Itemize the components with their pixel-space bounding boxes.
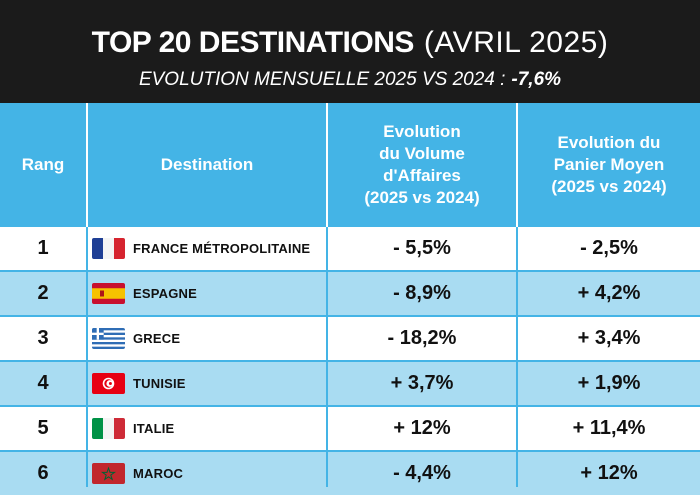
panier-cell: - 2,5% [580, 237, 638, 259]
row-divider [0, 405, 700, 407]
france-flag-icon [92, 238, 125, 259]
title-main: TOP 20 DESTINATIONS [91, 26, 415, 59]
title-banner: TOP 20 DESTINATIONS (AVRIL 2025) EVOLUTIO… [0, 0, 700, 103]
destination-cell: ITALIE [92, 407, 328, 450]
row-divider [0, 360, 700, 362]
column-header-volume: Evolution du Volume d'Affaires (2025 vs … [328, 103, 516, 227]
rank-cell: 2 [37, 282, 49, 304]
column-header-rang-label: Rang [21, 155, 65, 174]
panier-cell: + 12% [580, 462, 638, 484]
destination-name: MAROC [133, 466, 184, 481]
page-title: TOP 20 DESTINATIONS (AVRIL 2025) [0, 26, 700, 60]
volume-cell: - 8,9% [393, 282, 451, 304]
destination-name: FRANCE MÉTROPOLITAINE [133, 241, 311, 256]
volume-cell: + 12% [393, 417, 451, 439]
column-divider [326, 103, 328, 227]
column-divider [326, 227, 328, 487]
column-header-panier: Evolution du Panier Moyen (2025 vs 2024) [518, 103, 700, 227]
title-period: (AVRIL 2025) [423, 26, 609, 59]
destination-name: ITALIE [133, 421, 175, 436]
volume-cell: - 4,4% [393, 462, 451, 484]
column-divider [86, 227, 88, 487]
rank-cell: 3 [37, 327, 49, 349]
volume-cell: - 5,5% [393, 237, 451, 259]
destination-name: GRECE [133, 331, 181, 346]
subtitle: EVOLUTION MENSUELLE 2025 VS 2024 : -7,6% [0, 68, 700, 92]
volume-cell: - 18,2% [387, 327, 457, 349]
greece-flag-icon [92, 328, 125, 349]
table-row: 1 FRANCE MÉTROPOLITAINE - 5,5% - 2,5% [0, 227, 700, 270]
column-header-panier-label: Evolution du Panier Moyen (2025 vs 2024) [551, 133, 667, 196]
subtitle-label: EVOLUTION MENSUELLE 2025 VS 2024 : [138, 69, 506, 90]
column-header-destination-label: Destination [160, 155, 254, 174]
destination-name: TUNISIE [133, 376, 186, 391]
column-divider [516, 227, 518, 487]
panier-cell: + 11,4% [572, 417, 646, 439]
table-row: 3 GRECE - 18,2% + 3,4% [0, 317, 700, 360]
column-header-rang: Rang [0, 103, 86, 227]
destination-name: ESPAGNE [133, 286, 198, 301]
spain-flag-icon [92, 283, 125, 304]
table-row: 6 MAROC - 4,4% + 12% [0, 452, 700, 495]
morocco-flag-icon [92, 463, 125, 484]
destination-cell: GRECE [92, 317, 328, 360]
panier-cell: + 3,4% [577, 327, 641, 349]
volume-cell: + 3,7% [390, 372, 454, 394]
row-divider [0, 315, 700, 317]
destination-cell: FRANCE MÉTROPOLITAINE [92, 227, 328, 270]
table-row: 4 TUNISIE + 3,7% + 1,9% [0, 362, 700, 405]
row-divider [0, 270, 700, 272]
rank-cell: 4 [37, 372, 49, 394]
destination-cell: MAROC [92, 452, 328, 495]
table-row: 2 ESPAGNE - 8,9% + 4,2% [0, 272, 700, 315]
column-divider [516, 103, 518, 227]
panier-cell: + 1,9% [577, 372, 641, 394]
rank-cell: 6 [37, 462, 49, 484]
rank-cell: 5 [37, 417, 49, 439]
rank-cell: 1 [37, 237, 49, 259]
tunisia-flag-icon [92, 373, 125, 394]
destinations-table: Rang Destination Evolution du Volume d'A… [0, 103, 700, 495]
table-row: 5 ITALIE + 12% + 11,4% [0, 407, 700, 450]
subtitle-value: -7,6% [511, 69, 562, 90]
panier-cell: + 4,2% [577, 282, 641, 304]
row-divider [0, 450, 700, 452]
column-header-destination: Destination [88, 103, 326, 227]
column-divider [86, 103, 88, 227]
column-header-volume-label: Evolution du Volume d'Affaires (2025 vs … [364, 122, 480, 207]
italy-flag-icon [92, 418, 125, 439]
table-header: Rang Destination Evolution du Volume d'A… [0, 103, 700, 227]
destination-cell: ESPAGNE [92, 272, 328, 315]
destination-cell: TUNISIE [92, 362, 328, 405]
